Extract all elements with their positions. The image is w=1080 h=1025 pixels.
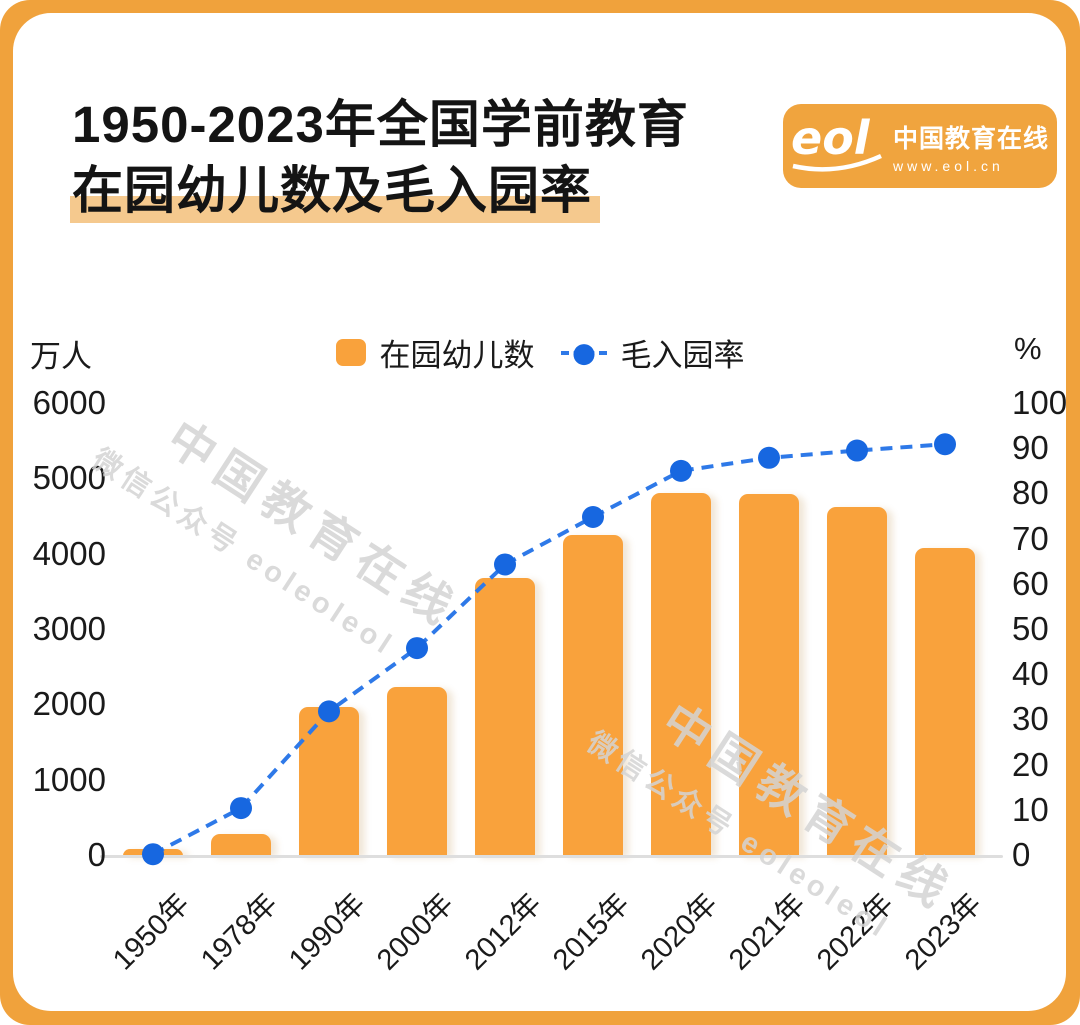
- y-left-tick-2000: 2000: [32, 685, 106, 723]
- y-right-tick-80: 80: [1012, 474, 1049, 512]
- bar-2022年: [827, 507, 887, 856]
- y-right-tick-0: 0: [1012, 836, 1031, 873]
- title-line-2-highlighted: 在园幼儿数及毛入园率: [70, 162, 601, 223]
- eol-brand-icon: eol: [791, 114, 882, 172]
- y-right-tick-60: 60: [1012, 564, 1049, 602]
- y-left-tick-6000: 6000: [32, 384, 106, 421]
- bar-2023年: [915, 547, 975, 856]
- chart-legend: 在园幼儿数 毛入园率: [0, 330, 1080, 375]
- legend-line-label: 毛入园率: [620, 338, 745, 373]
- y-left-tick-5000: 5000: [32, 459, 106, 497]
- logo-site-name: 中国教育在线: [892, 124, 1049, 153]
- y-right-tick-20: 20: [1012, 745, 1049, 783]
- logo-text-block: 中国教育在线 www.eol.cn: [893, 119, 1049, 174]
- eol-brand-text: eol: [791, 114, 871, 165]
- logo-site-url: www.eol.cn: [892, 157, 1004, 174]
- y-right-tick-70: 70: [1012, 519, 1049, 557]
- bar-2021年: [739, 494, 799, 856]
- y-left-tick-0: 0: [87, 836, 106, 873]
- eol-logo: eol 中国教育在线 www.eol.cn: [783, 104, 1057, 188]
- y-right-tick-90: 90: [1012, 429, 1049, 467]
- left-axis-unit-label: 万人: [30, 339, 92, 374]
- bar-1990年: [299, 707, 359, 856]
- logo-swoosh: [792, 153, 882, 172]
- y-right-tick-40: 40: [1012, 655, 1049, 693]
- y-right-tick-30: 30: [1012, 700, 1049, 738]
- page-title: 1950-2023年全国学前教育 在园幼儿数及毛入园率: [70, 92, 689, 224]
- bar-2020年: [651, 493, 711, 856]
- legend-bar-swatch: [335, 339, 366, 366]
- y-left-tick-4000: 4000: [32, 534, 106, 572]
- x-axis-baseline: [100, 855, 1003, 858]
- legend-dot-icon: [573, 343, 594, 365]
- bar-1978年: [211, 834, 271, 856]
- bar-2015年: [563, 534, 623, 856]
- y-left-tick-1000: 1000: [32, 760, 106, 798]
- y-right-tick-100: 100: [1012, 384, 1068, 421]
- y-right-tick-10: 10: [1012, 790, 1049, 828]
- y-left-tick-3000: 3000: [32, 610, 106, 647]
- y-right-tick-50: 50: [1012, 610, 1049, 647]
- title-line-1: 1950-2023年全国学前教育: [72, 96, 689, 153]
- bar-2000年: [387, 686, 447, 856]
- bar-2012年: [475, 578, 535, 856]
- right-axis-unit-label: %: [1014, 331, 1042, 366]
- legend-line-marker: [560, 343, 607, 365]
- legend-bar-label: 在园幼儿数: [379, 338, 535, 373]
